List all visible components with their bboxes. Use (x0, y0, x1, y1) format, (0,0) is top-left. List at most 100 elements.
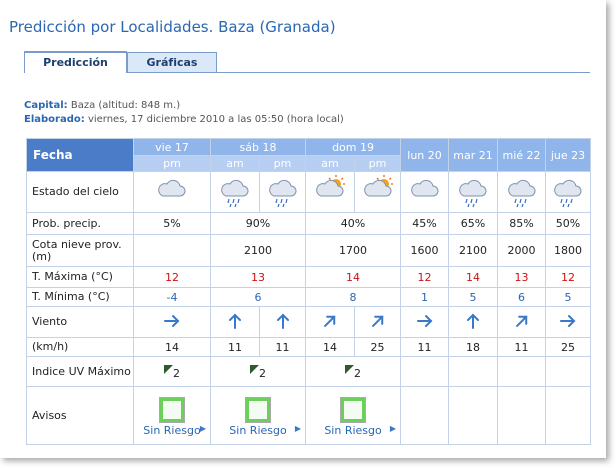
sky-icon (221, 179, 249, 207)
uv-icon (345, 364, 355, 374)
wind-arrow (324, 315, 336, 327)
warning-text: Sin Riesgo (229, 423, 287, 437)
value-cell: 14 (305, 266, 402, 288)
value-cell (448, 386, 499, 445)
row-label: Prob. precip. (26, 212, 134, 235)
table-row: Cota nieve prov.(m) 2100 1700 1600 2100 2000 1… (26, 234, 592, 267)
wind-cell (448, 306, 499, 338)
tab[interactable]: Gráficas (127, 52, 217, 72)
table-row: (km/h) 14 11 11 14 25 11 18 11 25 (26, 337, 592, 357)
wind-arrow (560, 314, 576, 327)
value-cell (497, 356, 547, 387)
value-cell: 25 (545, 337, 592, 357)
day-header: dom 19 (305, 138, 402, 156)
cell-text: 85% (509, 217, 534, 230)
value-cell: 13 (497, 266, 547, 288)
value-cell: 90% (209, 212, 307, 235)
table-row: Prob. precip. 5% 90% 40% 45% 65% 85% 50% (26, 212, 592, 235)
uv-value: 2 (259, 366, 266, 380)
cell-text: 25 (561, 340, 576, 354)
value-cell (448, 356, 499, 387)
uv-icon (164, 364, 173, 374)
cell-text: 6 (254, 290, 262, 304)
tab[interactable]: Predicción (24, 51, 127, 73)
page-title: Predicción por Localidades. Baza (Granad… (9, 18, 336, 36)
info-label: Capital: (24, 100, 68, 111)
forecast-table: Fecha vie 17 sáb 18 dom 19 lun 20 mar 21 mié 2… (26, 138, 592, 445)
value-cell: 5 (448, 287, 499, 307)
cell-text: 1700 (339, 244, 368, 257)
sky-cell (210, 171, 260, 213)
value-cell: 85% (497, 212, 547, 235)
value-cell: 45% (400, 212, 450, 235)
value-cell: 50% (545, 212, 592, 235)
warning-arrow: ▶ (294, 423, 302, 433)
value-cell: 2 (305, 356, 402, 387)
sky-cell (448, 171, 499, 213)
cell-text: 40% (340, 217, 366, 230)
info: Capital: Baza (altitud: 848 m.) Elaborad… (24, 99, 344, 127)
warning-box (160, 397, 184, 422)
table-row: T. Mínima (°C) -4 6 8 1 5 6 5 (26, 287, 592, 307)
cell-text: 25 (370, 340, 385, 354)
value-cell: 2100 (209, 234, 307, 267)
row-label: Indice UV Máximo (26, 356, 134, 387)
row-label: Estado del cielo (26, 171, 134, 213)
day-header: sáb 18 (209, 138, 307, 156)
header-row: Fecha vie 17 sáb 18 dom 19 lun 20 mar 21 mié 2… (26, 138, 592, 172)
cell-text: 11 (514, 340, 529, 354)
cell-text: -4 (166, 290, 178, 304)
period-header: am (305, 155, 356, 172)
cell-text: 8 (349, 290, 357, 304)
value-cell: 14 (305, 337, 356, 357)
warning-line: Sin Riesgo ▶ (135, 423, 210, 437)
uv-icon (250, 364, 259, 374)
sky-cell (545, 171, 592, 213)
value-cell: 11 (400, 337, 450, 357)
day-header: lun 20 (400, 138, 450, 172)
cell-text: 12 (417, 270, 432, 284)
day-header: mié 22 (497, 138, 547, 172)
sky-icon (459, 179, 487, 207)
cell-text: 1 (421, 290, 429, 304)
value-cell: 5% (133, 212, 211, 235)
cell-text: 90% (245, 217, 271, 230)
row-label: Cota nieve prov.(m) (26, 234, 134, 267)
table-row: T. Máxima (°C) 12 13 14 12 14 13 12 (26, 266, 592, 288)
value-cell: 12 (400, 266, 450, 288)
wind-cell (400, 306, 450, 338)
sky-icon (268, 179, 296, 207)
value-cell: 1600 (400, 234, 450, 267)
cell-text: 5 (469, 290, 477, 304)
day-header: jue 23 (545, 138, 592, 172)
value-cell: 40% (305, 212, 402, 235)
period-header: pm (354, 155, 402, 172)
table-row: Viento (26, 306, 592, 338)
warning-text: Sin Riesgo (143, 423, 201, 437)
wind-arrow (371, 315, 383, 327)
wind-arrow (467, 313, 480, 329)
sky-icon (316, 174, 346, 196)
cell-text: 50% (555, 217, 581, 230)
sky-icon (158, 179, 186, 196)
wind-cell (305, 306, 356, 338)
value-cell: 14 (133, 337, 211, 357)
cell-text: 11 (275, 340, 290, 354)
tab-bar: Predicción Gráficas (24, 51, 590, 73)
warning-box (341, 397, 366, 422)
value-cell: 6 (209, 287, 307, 307)
cell-text: 2100 (244, 244, 272, 257)
value-cell: 2 (209, 356, 307, 387)
sky-icon (507, 179, 535, 207)
value-cell (545, 386, 592, 445)
value-cell: -4 (133, 287, 211, 307)
value-cell (400, 386, 450, 445)
cell-text: 12 (561, 270, 576, 284)
value-cell: 1700 (305, 234, 402, 267)
info-text: Baza (altitud: 848 m.) (70, 100, 181, 111)
row-label: T. Máxima (°C) (26, 266, 134, 288)
warning-line: Sin Riesgo ▶ (307, 424, 400, 437)
wind-arrow (276, 313, 289, 329)
cell-text: 1800 (554, 244, 583, 257)
